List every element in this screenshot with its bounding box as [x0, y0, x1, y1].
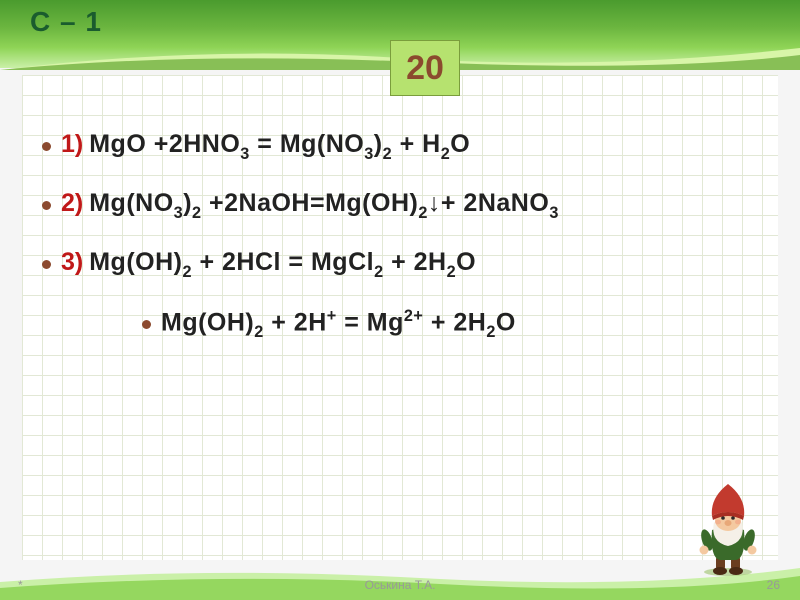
- equation-number: 3): [61, 248, 83, 277]
- score-badge: 20: [390, 40, 460, 96]
- bullet-icon: [42, 142, 51, 151]
- equation-2: 2) Mg(NO3)2 +2NaOH=Mg(OH)2↓+ 2NaNO3: [42, 189, 778, 222]
- equation-formula: MgO +2HNO3 = Mg(NO3)2 + H2O: [89, 130, 470, 163]
- score-value: 20: [406, 49, 444, 88]
- bullet-icon: [142, 320, 151, 329]
- equation-number: 1): [61, 130, 83, 159]
- footer-page: 26: [767, 578, 780, 592]
- bullet-icon: [42, 260, 51, 269]
- content-area: 1) MgO +2HNO3 = Mg(NO3)2 + H2O 2) Mg(NO3…: [22, 75, 778, 560]
- ionic-equation: Mg(OH)2 + 2H+ = Mg2+ + 2H2O: [142, 307, 778, 341]
- footer-date: *: [18, 578, 23, 592]
- equation-formula: Mg(OH)2 + 2HCl = MgCl2 + 2H2O: [89, 248, 476, 281]
- equation-3: 3) Mg(OH)2 + 2HCl = MgCl2 + 2H2O: [42, 248, 778, 281]
- bullet-icon: [42, 201, 51, 210]
- equation-number: 2): [61, 189, 83, 218]
- equation-formula: Mg(OH)2 + 2H+ = Mg2+ + 2H2O: [161, 307, 516, 341]
- gnome-icon: [690, 480, 766, 576]
- equation-1: 1) MgO +2HNO3 = Mg(NO3)2 + H2O: [42, 130, 778, 163]
- equation-formula: Mg(NO3)2 +2NaOH=Mg(OH)2↓+ 2NaNO3: [89, 189, 559, 222]
- slide-title: С – 1: [30, 6, 102, 38]
- footer-author: Оськина Т.А.: [365, 578, 436, 592]
